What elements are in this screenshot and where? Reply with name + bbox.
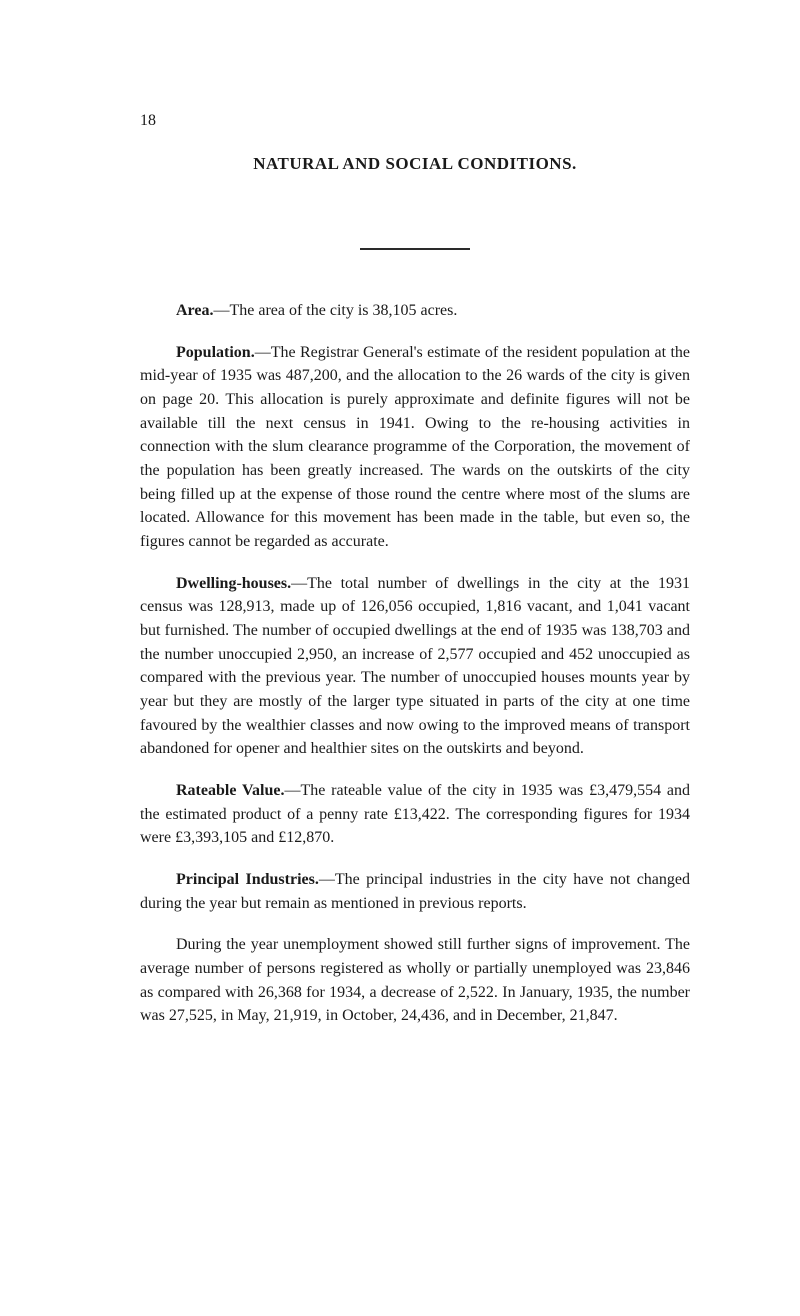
text-unemployment: During the year unemployment showed stil… [140, 936, 690, 1024]
text-dwelling: —The total number of dwellings in the ci… [140, 575, 690, 758]
heading-block: NATURAL AND SOCIAL CONDITIONS. [140, 154, 690, 255]
paragraph-rateable: Rateable Value.—The rateable value of th… [140, 779, 690, 850]
paragraph-industries: Principal Industries.—The principal indu… [140, 868, 690, 915]
lead-rateable: Rateable Value. [176, 782, 284, 799]
main-heading: NATURAL AND SOCIAL CONDITIONS. [140, 154, 690, 174]
text-population: —The Registrar General's estimate of the… [140, 344, 690, 550]
paragraph-area: Area.—The area of the city is 38,105 acr… [140, 299, 690, 323]
page-number: 18 [140, 112, 690, 130]
paragraph-population: Population.—The Registrar General's esti… [140, 341, 690, 554]
lead-dwelling: Dwelling-houses. [176, 575, 291, 592]
heading-rule [360, 248, 470, 250]
paragraph-unemployment: During the year unemployment showed stil… [140, 933, 690, 1028]
lead-population: Population. [176, 344, 255, 361]
lead-area: Area. [176, 302, 213, 319]
text-area: —The area of the city is 38,105 acres. [213, 302, 457, 319]
paragraph-dwelling: Dwelling-houses.—The total number of dwe… [140, 572, 690, 761]
document-page: 18 NATURAL AND SOCIAL CONDITIONS. Area.—… [0, 0, 800, 1316]
lead-industries: Principal Industries. [176, 871, 319, 888]
